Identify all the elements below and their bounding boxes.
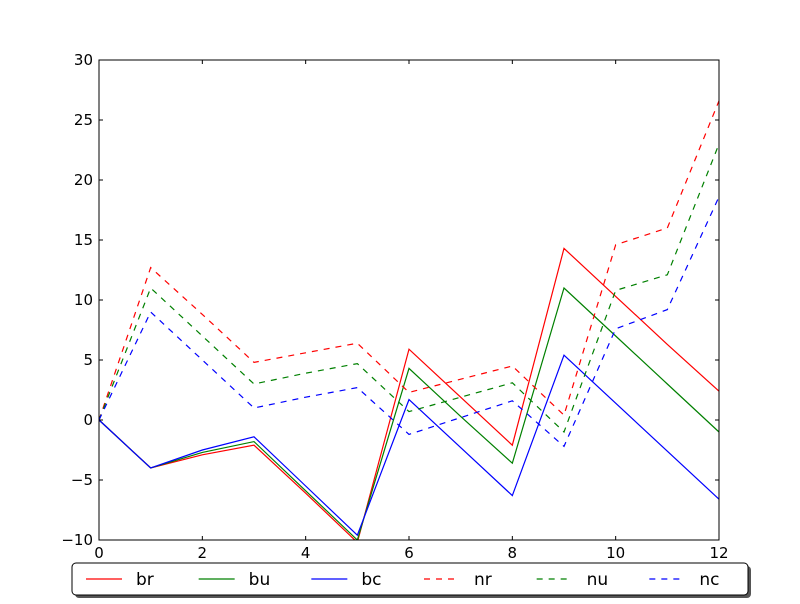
y-tick-label: 15 [74,231,93,249]
x-tick-label: 8 [508,544,518,562]
series-line-nc [99,196,719,448]
legend-label-br: br [136,570,154,590]
legend-label-nr: nr [474,570,492,590]
legend-label-bu: bu [249,570,271,590]
legend-label-nc: nc [699,570,719,590]
x-tick-label: 6 [404,544,414,562]
x-tick-label: 2 [198,544,208,562]
legend-box [71,562,749,596]
y-tick-label: 5 [83,351,93,369]
legend-label-bc: bc [361,570,381,590]
plot-area [99,100,719,540]
x-tick-label: 4 [301,544,311,562]
legend-label-nu: nu [587,570,609,590]
y-tick-label: 25 [74,111,93,129]
y-tick-label: 20 [74,171,93,189]
axes: 0 2 4 6 8 10 12 −10 −5 0 5 10 15 20 25 30 [61,51,728,562]
series-line-bu [99,286,719,540]
y-tick-label: 0 [83,411,93,429]
series-group [99,100,719,540]
axes-frame [98,59,720,541]
series-line-bc [99,354,719,537]
series-line-br [99,247,719,540]
x-tick-label: 10 [606,544,625,562]
y-tick-label: 30 [74,51,93,69]
y-tick-label: 10 [74,291,93,309]
y-tick-label: −5 [71,471,93,489]
series-line-nr [99,100,719,421]
legend: br bu bc nr nu nc [71,562,751,598]
y-tick-label: −10 [61,531,93,549]
x-tick-label: 0 [94,544,104,562]
x-tick-label: 12 [709,544,728,562]
series-line-nu [99,143,719,434]
